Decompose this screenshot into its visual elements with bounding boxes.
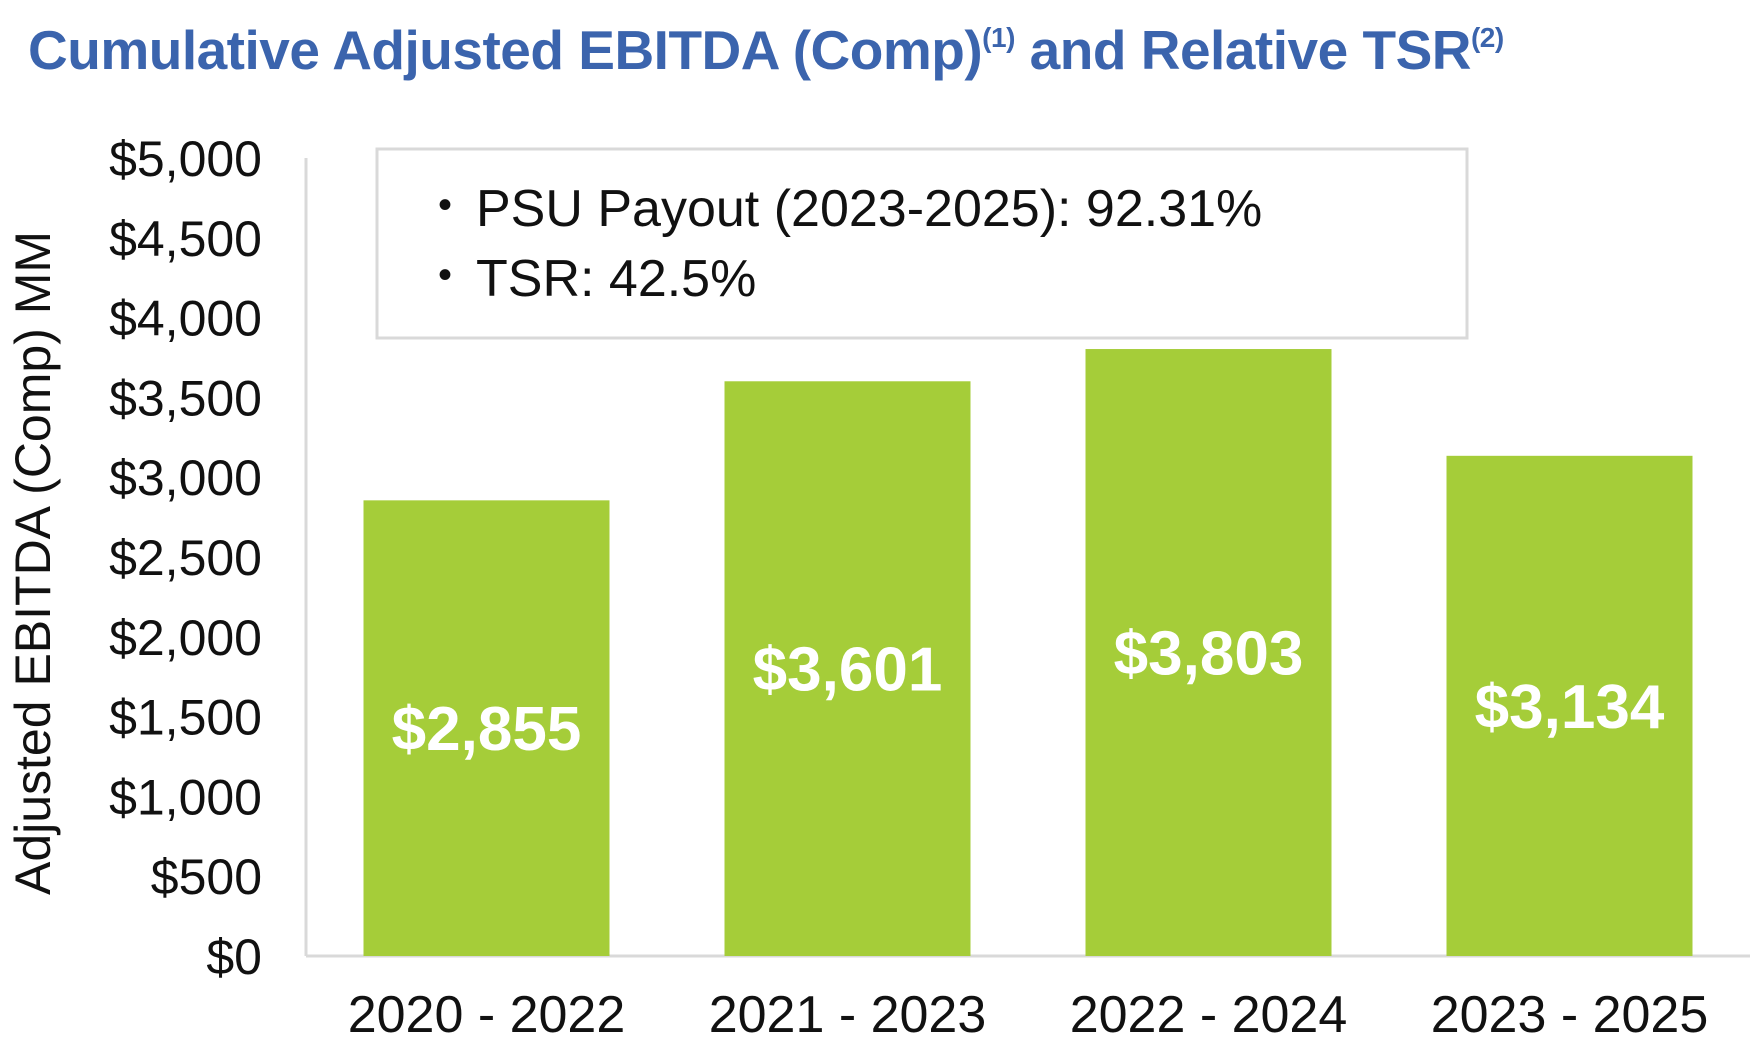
annotation-line: PSU Payout (2023-2025): 92.31% (476, 180, 1262, 238)
y-tick-label: $5,000 (109, 131, 262, 187)
x-tick-label: 2021 - 2023 (709, 986, 987, 1044)
y-tick-label: $0 (206, 929, 262, 985)
bullet-icon: • (438, 183, 452, 227)
chart-title-middle: and Relative TSR (1014, 19, 1472, 81)
bar (363, 500, 610, 956)
y-tick-label: $2,500 (109, 530, 262, 586)
bar-value-label: $2,855 (392, 695, 582, 764)
y-tick-label: $500 (151, 849, 262, 905)
chart-title: Cumulative Adjusted EBITDA (Comp)(1) and… (28, 18, 1504, 82)
y-axis-title: Adjusted EBITDA (Comp) MM (5, 231, 61, 895)
bar-value-label: $3,803 (1114, 620, 1304, 689)
chart-title-footnote-2: (2) (1470, 22, 1504, 53)
bar (724, 381, 971, 956)
chart-title-main: Cumulative Adjusted EBITDA (Comp) (28, 19, 983, 81)
bar-value-label: $3,134 (1475, 673, 1665, 742)
x-tick-label: 2022 - 2024 (1070, 986, 1348, 1044)
annotation-box: • PSU Payout (2023-2025): 92.31% • TSR: 42.… (375, 147, 1469, 340)
y-tick-label: $1,500 (109, 690, 262, 746)
y-tick-label: $3,000 (109, 450, 262, 506)
bar (1085, 349, 1332, 956)
y-tick-label: $2,000 (109, 610, 262, 666)
bullet-icon: • (438, 253, 452, 297)
annotation-border (375, 147, 1469, 340)
y-axis-title-group: Adjusted EBITDA (Comp) MM (5, 231, 61, 895)
y-tick-label: $4,500 (109, 211, 262, 267)
x-axis-ticks: 2020 - 2022 2021 - 2023 2022 - 2024 2023 - … (348, 986, 1709, 1044)
y-tick-label: $3,500 (109, 370, 262, 426)
bar (1446, 455, 1693, 956)
y-axis-ticks: $0 $500 $1,000 $1,500 $2,000 $2,500 $3,000 $3,5… (109, 131, 262, 985)
x-tick-label: 2023 - 2025 (1431, 986, 1709, 1044)
annotation-line: TSR: 42.5% (476, 250, 756, 308)
bars (363, 349, 1693, 956)
chart-title-footnote-1: (1) (982, 22, 1015, 53)
x-tick-label: 2020 - 2022 (348, 986, 626, 1044)
y-tick-label: $1,000 (109, 769, 262, 825)
bar-value-labels: $2,855 $3,601 $3,803 $3,134 (392, 620, 1665, 765)
bar-value-label: $3,601 (753, 636, 943, 705)
y-tick-label: $4,000 (109, 291, 262, 347)
